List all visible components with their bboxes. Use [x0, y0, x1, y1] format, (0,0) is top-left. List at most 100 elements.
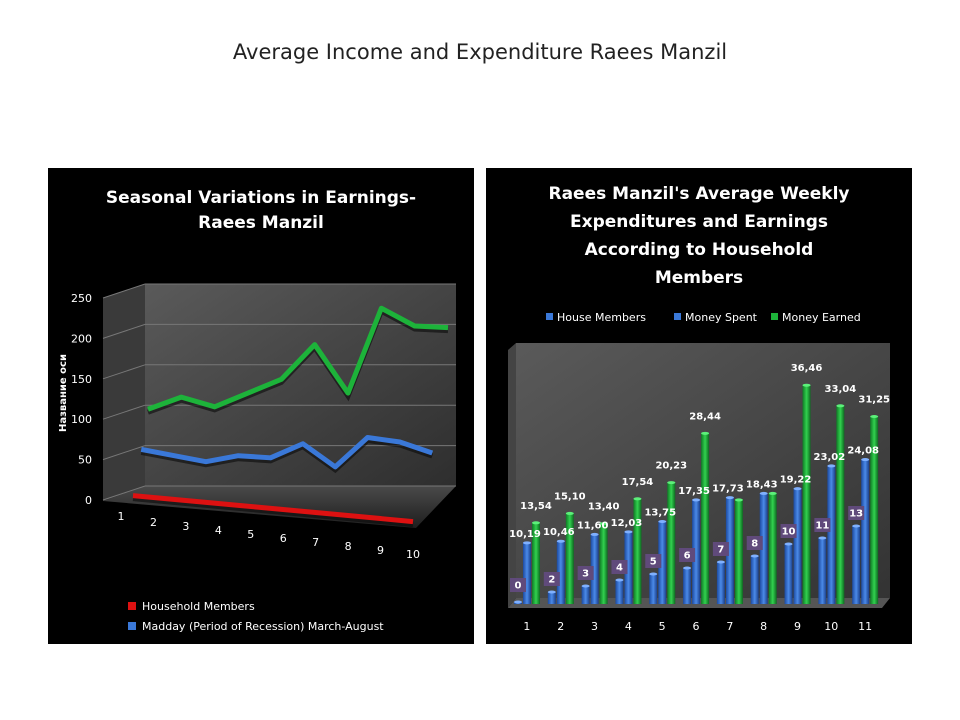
bar-top: [581, 584, 590, 588]
bar-top: [523, 541, 531, 545]
data-label: 12,03: [611, 518, 643, 529]
data-label: 28,44: [689, 411, 721, 422]
chart-title-line: Members: [655, 268, 743, 288]
bar-house-members: [547, 592, 556, 604]
data-label: 17,35: [678, 486, 710, 497]
bar-house-members: [683, 568, 692, 604]
slide-title: Average Income and Expenditure Raees Man…: [232, 40, 728, 64]
bar-top: [793, 487, 802, 491]
bar-money-earned: [599, 523, 608, 604]
bar-top: [759, 491, 768, 495]
bar-top: [818, 536, 827, 540]
data-label-box: [814, 518, 831, 532]
data-label: 10,19: [509, 529, 541, 540]
data-label: 17,73: [712, 484, 744, 495]
bar-top: [870, 415, 879, 418]
x-tick-label: 9: [794, 620, 801, 633]
data-label: 7: [717, 545, 724, 556]
x-tick-label: 10: [406, 548, 420, 561]
chart-side-wall: [103, 284, 145, 501]
bar-money-spent: [658, 521, 667, 604]
data-label: 15,10: [554, 491, 586, 502]
expenditure-bar-chart: Raees Manzil's Average Weekly Expenditure…: [486, 168, 912, 644]
data-label: 24,08: [847, 446, 879, 457]
data-label: 13,54: [520, 501, 552, 512]
data-label: 0: [515, 581, 522, 592]
earnings-line-chart: Seasonal Variations in Earnings- Raees Ma…: [48, 168, 474, 644]
bar-top: [547, 590, 556, 594]
legend-entry: Household Members: [142, 600, 255, 613]
bar-money-earned: [802, 385, 811, 604]
line-chart-svg: Seasonal Variations in Earnings- Raees Ma…: [58, 188, 456, 633]
bar-money-earned: [532, 522, 540, 604]
bar-top: [599, 522, 608, 526]
chart-title-line: Expenditures and Earnings: [570, 212, 828, 232]
chart-title-line: Raees Manzil: [198, 213, 324, 233]
bar-top: [514, 600, 522, 604]
data-label: 18,43: [746, 479, 778, 490]
data-label: 10: [782, 527, 796, 538]
x-tick-label: 10: [824, 620, 838, 633]
data-label-box: [510, 578, 526, 592]
data-label: 6: [684, 551, 691, 562]
data-label: 13,40: [588, 502, 620, 513]
data-label: 13: [849, 509, 863, 520]
bar-top: [852, 524, 861, 528]
bar-money-earned: [870, 416, 879, 604]
bar-money-earned: [565, 513, 574, 604]
gridline-side: [102, 485, 146, 501]
bar-money-earned: [667, 482, 676, 604]
bar-top: [649, 572, 658, 576]
series-line-2: [147, 305, 449, 412]
chart-title-line: According to Household: [585, 240, 814, 260]
data-label: 2: [548, 575, 555, 586]
bar-house-members: [716, 562, 725, 604]
legend-entry: Madday (Period of Recession) March-Augus…: [142, 620, 384, 633]
data-label-box: [679, 548, 696, 562]
data-label: 31,25: [858, 395, 890, 406]
bar-house-members: [852, 526, 861, 604]
bar-money-earned: [734, 499, 743, 604]
data-label: 19,22: [780, 475, 812, 486]
bar-house-members: [818, 538, 827, 604]
bar-top: [861, 458, 870, 462]
series-line-1: [140, 434, 434, 470]
x-tick-label: 4: [625, 620, 632, 633]
data-label-box: [746, 536, 763, 550]
x-tick-label: 1: [523, 620, 530, 633]
bar-top: [624, 530, 633, 534]
bar-house-members: [784, 544, 793, 604]
bar-top: [802, 383, 811, 387]
data-label-box: [611, 560, 628, 574]
series-shadow: [132, 496, 414, 528]
bar-top: [658, 520, 667, 523]
bar-money-spent: [861, 459, 870, 604]
chart-back-wall: [145, 284, 456, 486]
bar-top: [750, 554, 759, 558]
data-label: 33,04: [825, 384, 857, 395]
bar-money-spent: [692, 499, 701, 604]
bar-top: [716, 560, 725, 564]
x-tick-label: 5: [659, 620, 666, 633]
x-tick-label: 8: [760, 620, 767, 633]
bar-top: [633, 497, 642, 501]
legend-swatch: [674, 313, 681, 320]
data-label: 8: [751, 539, 758, 550]
x-tick-label: 6: [280, 532, 287, 545]
data-label: 11,60: [577, 520, 609, 531]
x-tick-label: 5: [247, 528, 254, 541]
chart-side-wall: [508, 343, 516, 608]
data-label-box: [848, 506, 865, 520]
bar-chart-svg: Raees Manzil's Average Weekly Expenditure…: [508, 184, 890, 633]
data-label-box: [577, 566, 594, 580]
legend-entry: Money Spent: [685, 311, 758, 324]
bar-top: [590, 532, 599, 536]
bar-top: [565, 511, 574, 515]
bar-top: [667, 481, 676, 485]
bar-money-spent: [793, 488, 802, 604]
bar-house-members: [581, 586, 590, 604]
bar-top: [701, 431, 710, 435]
gridline-side: [102, 283, 146, 299]
series-line-0: [132, 493, 414, 525]
legend-entry: House Members: [557, 311, 646, 324]
